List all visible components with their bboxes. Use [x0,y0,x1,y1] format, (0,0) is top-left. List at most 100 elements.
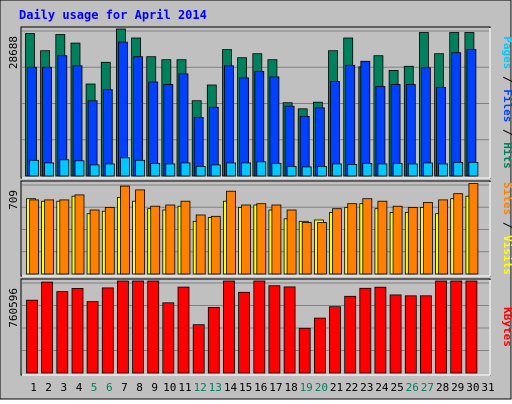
bar-files-day-21 [330,81,340,177]
bar-kbytes-day-28 [435,280,448,374]
bar-pages-day-10 [165,163,176,177]
bar-pages-day-22 [347,163,358,177]
x-tick-label: 20 [315,381,328,394]
bar-sites-day-7 [120,185,130,275]
bar-kbytes-day-20 [313,317,326,374]
bar-kbytes-day-17 [268,285,281,374]
bar-sites-day-20 [316,222,327,275]
bar-kbytes-day-13 [207,306,220,374]
x-tick-label: 25 [390,381,403,394]
bar-pages-day-25 [392,162,403,177]
bar-kbytes-day-4 [71,287,84,374]
bar-sites-day-13 [210,215,221,275]
series-kbytes [26,280,478,374]
x-tick-label: 18 [284,381,297,394]
bar-pages-day-29 [453,161,464,177]
x-tick-label: 15 [239,381,252,394]
bar-sites-day-28 [438,199,449,275]
bar-sites-day-12 [195,214,206,275]
bar-files-day-1 [27,66,37,177]
bar-kbytes-day-3 [56,291,69,374]
chart-title: Daily usage for April 2014 [19,8,207,22]
x-tick-label: 9 [151,381,158,394]
bar-kbytes-day-25 [389,294,402,374]
bar-sites-day-15 [241,204,252,275]
legend-separator: / [501,215,512,235]
x-tick-label: 6 [106,381,113,394]
bar-kbytes-day-30 [465,280,478,374]
bar-files-day-28 [436,87,447,177]
x-tick-label: 31 [481,381,494,394]
bar-kbytes-day-14 [223,280,235,374]
legend: Sites / Visits [501,182,512,275]
bar-kbytes-day-21 [329,306,341,374]
bar-sites-day-18 [286,209,297,275]
bar-kbytes-day-11 [177,286,190,374]
y-tick-label: 28688 [7,36,20,69]
bar-files-day-6 [102,89,113,177]
x-tick-label: 26 [406,381,419,394]
panel-visits-sites: 709 Sites / Visits [7,180,512,277]
x-tick-label: 30 [466,381,479,394]
bar-kbytes-day-10 [162,302,175,374]
bar-files-day-17 [269,76,280,177]
bar-files-day-18 [284,105,295,177]
bar-files-day-25 [390,84,401,177]
x-tick-label: 19 [300,381,313,394]
bar-sites-day-14 [226,190,236,275]
bar-sites-day-6 [104,207,115,275]
bar-files-day-23 [360,60,371,177]
x-tick-label: 27 [421,381,434,394]
bar-sites-day-23 [362,198,373,275]
bar-files-day-14 [224,65,234,177]
bar-sites-day-30 [468,183,479,275]
bar-pages-day-1 [29,159,39,177]
bar-files-day-8 [133,56,144,177]
bar-pages-day-2 [44,162,54,177]
bar-pages-day-23 [362,162,373,177]
bar-files-day-27 [420,67,431,177]
bar-kbytes-day-15 [238,291,251,374]
bar-pages-day-5 [89,164,100,177]
panel-kbytes: 760596 KBytes [7,278,512,376]
bar-pages-day-20 [316,165,327,177]
bar-sites-day-29 [453,193,464,275]
panels-layer: 28688 Pages / Files / Hits 709 Sites / Visi… [7,26,512,376]
bar-files-day-3 [57,55,68,177]
bar-sites-day-19 [301,222,312,275]
bar-sites-day-16 [256,203,267,275]
x-tick-label: 11 [178,381,191,394]
bar-sites-day-5 [89,209,100,275]
x-tick-label: 14 [224,381,238,394]
bar-kbytes-day-22 [344,295,357,374]
legend-item-kbytes: KBytes [501,307,512,347]
bar-kbytes-day-5 [86,301,99,374]
bar-pages-day-15 [241,162,252,177]
y-tick-label: 709 [7,190,20,210]
series-sites [29,183,479,275]
bar-files-day-20 [314,107,325,177]
bar-sites-day-22 [347,203,358,275]
bar-pages-day-3 [59,159,70,177]
bar-pages-day-24 [377,163,388,177]
panel-hits-files-pages: 28688 Pages / Files / Hits [7,26,512,179]
bar-files-day-24 [375,86,386,177]
bar-pages-day-27 [422,162,433,177]
bar-files-day-4 [72,65,83,177]
bar-kbytes-day-7 [117,280,129,374]
bar-files-day-2 [42,66,52,177]
bar-files-day-30 [466,49,477,177]
x-tick-label: 23 [360,381,373,394]
x-tick-label: 5 [91,381,98,394]
bar-sites-day-17 [271,204,282,275]
bar-sites-day-2 [44,199,54,275]
x-axis: 1 2 3 4 5 6 7 8 9 10 11 12 13 14 15 16 17 18 19 20 21 22 23 24 2… [30,381,494,394]
bar-kbytes-day-12 [192,324,205,374]
series-pages [29,157,479,177]
bar-kbytes-day-1 [26,299,38,374]
legend: Pages / Files / Hits [501,36,512,169]
x-tick-label: 21 [330,381,343,394]
x-tick-label: 17 [269,381,282,394]
